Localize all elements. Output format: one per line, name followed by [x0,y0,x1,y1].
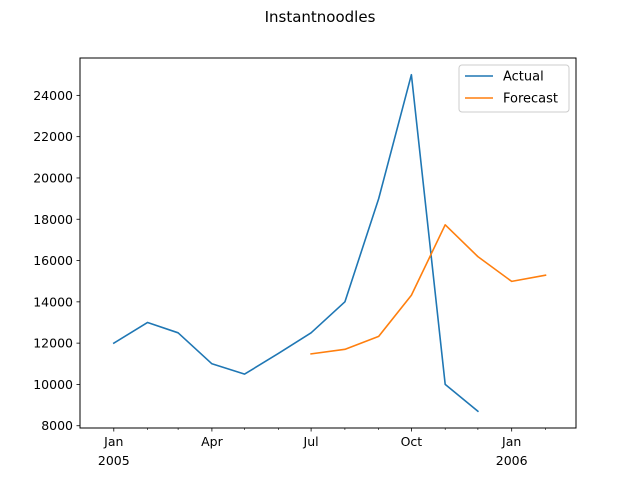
series-line-actual [112,73,480,413]
chart-title: Instantnoodles [265,8,376,26]
x-tick-label: Jan [501,434,521,449]
legend-forecast-label: Forecast [503,92,558,107]
x-tick-sublabel: 2006 [496,453,528,468]
legend-actual-label: Actual [503,70,544,85]
series-layer [112,73,547,413]
y-tick-label: 12000 [33,336,73,351]
y-tick-label: 8000 [41,418,73,433]
y-tick-label: 10000 [33,377,73,392]
legend: Actual Forecast [458,64,570,113]
y-tick-label: 22000 [33,129,73,144]
y-tick-label: 14000 [33,294,73,309]
x-tick-label: Oct [401,434,423,449]
x-tick-label: Jan [103,434,123,449]
y-tick-label: 24000 [33,88,73,103]
y-tick-label: 18000 [33,212,73,227]
x-axis: Jan 2005 Apr Jul Oct Jan 2006 [98,428,546,468]
x-tick-label: Jul [303,434,319,449]
y-tick-label: 16000 [33,253,73,268]
plot-frame [79,57,577,429]
y-axis: 8000 10000 12000 14000 16000 18000 20000 22000 2… [33,88,80,433]
y-tick-label: 20000 [33,170,73,185]
x-tick-sublabel: 2005 [98,453,130,468]
series-line-forecast [310,224,547,355]
x-tick-label: Apr [201,434,223,449]
